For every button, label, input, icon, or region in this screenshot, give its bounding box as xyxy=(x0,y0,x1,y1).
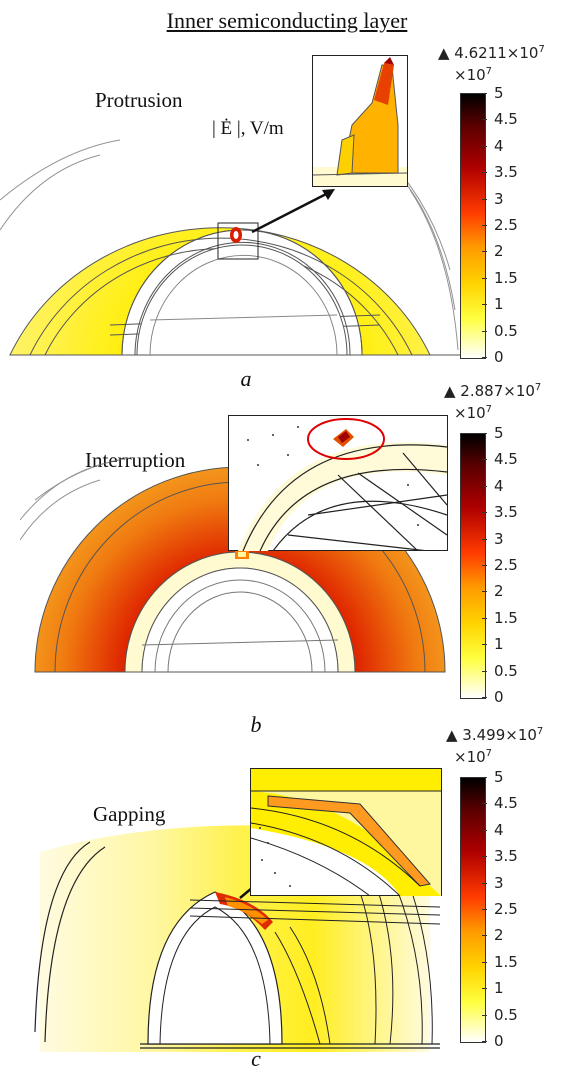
colorbar-tick-label: 2.5 xyxy=(494,900,518,918)
colorbar-tick-label: 1.5 xyxy=(494,608,518,627)
colorbar-tick-label: 2.5 xyxy=(494,556,518,574)
panel-c-colorbar xyxy=(460,777,486,1043)
panel-b-max-value: ▲ 2.887×107 xyxy=(444,382,542,400)
colorbar-tick-mark xyxy=(482,330,487,332)
colorbar-tick-mark xyxy=(482,145,487,147)
colorbar-tick-label: 2.5 xyxy=(494,216,518,234)
colorbar-tick-label: 0 xyxy=(494,1032,504,1050)
colorbar-tick-mark xyxy=(482,882,487,884)
colorbar-tick-label: 2 xyxy=(494,926,504,945)
figure-title: Inner semiconducting layer xyxy=(166,8,408,33)
panel-b-label: Interruption xyxy=(85,448,186,472)
panel-a-caption: a xyxy=(240,366,252,391)
colorbar-tick-mark xyxy=(482,459,487,461)
colorbar-tick-mark xyxy=(482,277,487,279)
colorbar-tick-label: 2 xyxy=(494,582,504,601)
colorbar-tick-label: 1 xyxy=(494,979,504,998)
field-quantity-label: | Ė |, V/m xyxy=(212,118,284,139)
panel-b-colorbar-multiplier: ×107 xyxy=(454,404,493,422)
colorbar-tick-label: 5 xyxy=(494,768,504,786)
panel-c-label: Gapping xyxy=(93,802,166,826)
colorbar-tick-mark xyxy=(482,777,487,778)
colorbar-tick-mark xyxy=(482,565,487,566)
colorbar-tick-label: 0.5 xyxy=(494,321,518,340)
colorbar-tick-mark xyxy=(482,198,487,200)
colorbar-tick-label: 0.5 xyxy=(494,1005,518,1024)
colorbar-tick-label: 4 xyxy=(494,136,504,155)
colorbar-tick-mark xyxy=(482,644,487,646)
colorbar-tick-label: 0.5 xyxy=(494,661,518,680)
panel-c-inset xyxy=(250,768,442,896)
panel-b-colorbar xyxy=(460,433,486,699)
panel-a-max-value: ▲ 4.6211×107 xyxy=(438,44,545,62)
panel-a-label: Protrusion xyxy=(95,88,183,112)
colorbar-tick-mark xyxy=(482,909,487,910)
colorbar-tick-label: 4 xyxy=(494,820,504,839)
colorbar-tick-mark xyxy=(482,1041,487,1042)
panel-c-caption: c xyxy=(251,1046,261,1071)
colorbar-tick-mark xyxy=(482,697,487,698)
panel-c-max-value: ▲ 3.499×107 xyxy=(446,726,544,744)
colorbar-tick-mark xyxy=(482,485,487,487)
panel-a-field-plot xyxy=(0,139,460,356)
colorbar-tick-mark xyxy=(482,670,487,672)
colorbar-tick-mark xyxy=(482,935,487,937)
colorbar-tick-mark xyxy=(482,172,487,174)
colorbar-tick-label: 3 xyxy=(494,873,504,892)
colorbar-tick-label: 0 xyxy=(494,688,504,706)
panel-a-colorbar xyxy=(460,93,486,359)
panel-b: Interruption xyxy=(20,382,542,737)
colorbar-tick-mark xyxy=(482,1014,487,1016)
colorbar-tick-label: 4 xyxy=(494,476,504,495)
colorbar-tick-label: 1 xyxy=(494,635,504,654)
panel-c-colorbar-multiplier: ×107 xyxy=(454,748,493,766)
panel-b-caption: b xyxy=(250,712,262,737)
colorbar-tick-label: 3.5 xyxy=(494,163,518,182)
colorbar-tick-mark xyxy=(482,538,487,540)
colorbar-tick-mark xyxy=(482,93,487,94)
colorbar-tick-label: 2 xyxy=(494,242,504,261)
panel-a-colorbar-multiplier: ×107 xyxy=(454,66,493,84)
colorbar-tick-label: 4.5 xyxy=(494,450,518,469)
panel-b-inset xyxy=(228,415,448,551)
colorbar-tick-mark xyxy=(482,304,487,306)
colorbar-tick-mark xyxy=(482,961,487,963)
colorbar-tick-label: 1.5 xyxy=(494,268,518,287)
colorbar-tick-label: 3 xyxy=(494,189,504,208)
colorbar-tick-mark xyxy=(482,119,487,121)
colorbar-tick-mark xyxy=(482,829,487,831)
colorbar-tick-label: 4.5 xyxy=(494,794,518,813)
colorbar-tick-mark xyxy=(482,617,487,619)
colorbar-tick-label: 3.5 xyxy=(494,847,518,866)
colorbar-tick-mark xyxy=(482,357,487,358)
colorbar-tick-mark xyxy=(482,988,487,990)
colorbar-tick-mark xyxy=(482,803,487,805)
colorbar-tick-label: 1 xyxy=(494,295,504,314)
colorbar-tick-label: 5 xyxy=(494,424,504,442)
colorbar-tick-label: 4.5 xyxy=(494,110,518,129)
panel-a: Protrusion | Ė |, V/m xyxy=(0,0,574,391)
colorbar-tick-label: 1.5 xyxy=(494,952,518,971)
colorbar-tick-label: 5 xyxy=(494,84,504,102)
colorbar-tick-mark xyxy=(482,591,487,593)
colorbar-tick-mark xyxy=(482,433,487,434)
colorbar-tick-mark xyxy=(482,251,487,253)
colorbar-tick-mark xyxy=(482,856,487,858)
colorbar-tick-mark xyxy=(482,225,487,226)
colorbar-tick-label: 3.5 xyxy=(494,503,518,522)
panel-a-inset xyxy=(312,55,408,187)
colorbar-tick-mark xyxy=(482,512,487,514)
colorbar-tick-label: 3 xyxy=(494,529,504,548)
colorbar-tick-label: 0 xyxy=(494,348,504,366)
